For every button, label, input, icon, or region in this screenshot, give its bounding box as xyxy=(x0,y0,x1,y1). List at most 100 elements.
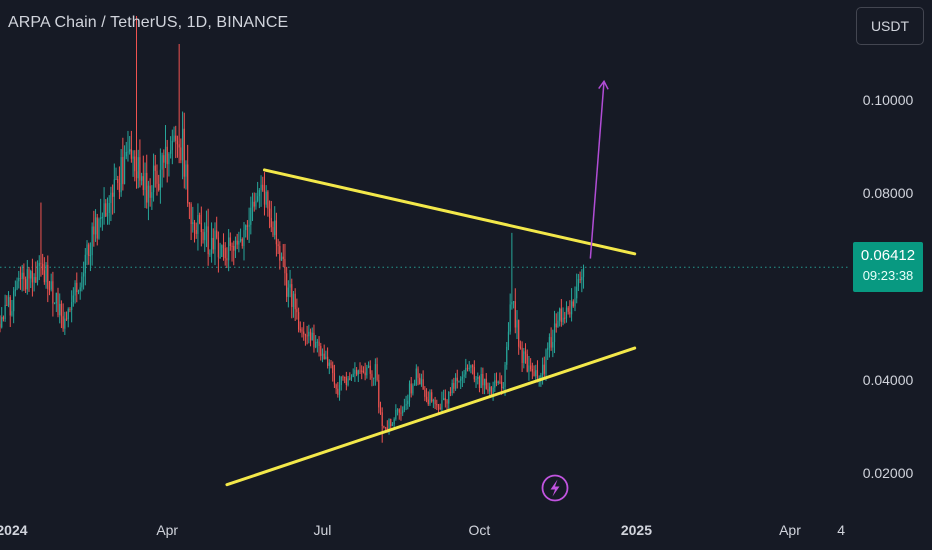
time-axis[interactable]: 2024 Apr Jul Oct 2025 Apr 4 xyxy=(0,522,845,538)
candle-body xyxy=(212,237,214,250)
candle-body xyxy=(320,346,322,356)
candle-body xyxy=(23,272,25,280)
candle-body xyxy=(309,331,312,341)
candle-body xyxy=(287,287,289,297)
candle-body xyxy=(248,224,250,227)
candle-body xyxy=(562,317,564,322)
candle-body xyxy=(555,323,557,328)
candle-body xyxy=(439,407,441,410)
candle-body xyxy=(576,286,578,299)
candle-body xyxy=(296,309,298,313)
candle-body xyxy=(347,378,349,386)
candle-body xyxy=(62,316,64,329)
candle-body xyxy=(229,237,231,246)
candle-body xyxy=(374,364,376,378)
candle-body xyxy=(205,226,208,233)
candle-body xyxy=(130,149,132,159)
candle-body xyxy=(284,258,286,274)
candle-body xyxy=(267,191,269,209)
candle-body xyxy=(110,192,112,203)
candle-body xyxy=(333,373,336,385)
candle-body xyxy=(279,246,281,261)
candle-body xyxy=(118,182,121,193)
candle-body xyxy=(277,244,279,247)
candle-body xyxy=(541,364,544,376)
candle-body xyxy=(371,373,373,379)
candle-body xyxy=(151,192,153,198)
candle-body xyxy=(120,157,122,193)
x-tick-label: Apr xyxy=(779,522,801,538)
candle-body xyxy=(385,427,387,429)
candle-body xyxy=(313,332,315,348)
candle-body xyxy=(460,378,462,381)
candle-body xyxy=(1,317,3,328)
candle-body xyxy=(149,185,151,198)
y-tick-label: 0.02000 xyxy=(863,465,914,481)
candle-body xyxy=(86,244,88,255)
candle-body xyxy=(361,370,363,372)
drawings-layer[interactable] xyxy=(225,79,637,487)
candle-body xyxy=(518,320,520,347)
candle-body xyxy=(125,152,127,157)
candle-body xyxy=(210,237,213,254)
y-tick-label: 0.08000 xyxy=(863,185,914,201)
candle-body xyxy=(523,351,525,363)
lightning-icon[interactable] xyxy=(541,474,569,502)
upper-resistance-trendline[interactable] xyxy=(262,168,637,256)
candle-body xyxy=(48,288,51,290)
candle-body xyxy=(366,367,368,376)
candle-body xyxy=(40,262,42,264)
candle-body xyxy=(407,400,409,405)
candle-body xyxy=(512,301,515,303)
lower-support-trendline[interactable] xyxy=(225,346,637,487)
candle-body xyxy=(209,253,211,255)
candle-body xyxy=(463,374,465,377)
candle-body xyxy=(345,377,347,386)
candle-body xyxy=(466,367,469,369)
candle-body xyxy=(14,289,16,292)
candle-body xyxy=(350,376,353,379)
candle-body xyxy=(509,304,511,332)
candle-body xyxy=(364,372,366,376)
y-tick-label: 0.10000 xyxy=(863,92,914,108)
candle-body xyxy=(579,279,581,281)
candle-body xyxy=(398,409,400,413)
candle-body xyxy=(574,298,576,307)
candle-body xyxy=(533,371,535,377)
candle-body xyxy=(354,369,356,374)
candle-body xyxy=(299,329,301,331)
candle-body xyxy=(57,292,59,316)
candle-body xyxy=(468,367,470,369)
candle-body xyxy=(473,367,475,380)
candle-body xyxy=(436,404,438,406)
candle-body xyxy=(204,232,206,241)
candle-body xyxy=(552,342,554,348)
candle-body xyxy=(147,185,150,203)
candle-body xyxy=(137,157,139,179)
candle-body xyxy=(13,291,15,312)
candle-body xyxy=(441,400,443,410)
price-axis[interactable]: 0.10000 0.08000 0.04000 0.02000 xyxy=(863,92,914,481)
candle-body xyxy=(553,323,556,343)
candle-body xyxy=(77,291,80,293)
candle-body xyxy=(139,157,141,181)
candle-body xyxy=(129,149,131,152)
candle-body xyxy=(485,378,487,389)
currency-button[interactable]: USDT xyxy=(856,7,924,45)
candle-body xyxy=(113,179,115,197)
candle-body xyxy=(250,207,252,225)
candle-body xyxy=(69,308,71,311)
candle-body xyxy=(456,377,458,382)
last-price-badge: 0.06412 09:23:38 xyxy=(853,242,923,292)
breakout-projection-arrow[interactable] xyxy=(589,79,609,259)
candle-body xyxy=(327,356,329,366)
candle-body xyxy=(36,265,39,283)
candle-body xyxy=(410,383,412,394)
candle-body xyxy=(258,190,260,197)
candle-body xyxy=(38,262,40,266)
candle-body xyxy=(301,329,303,332)
candle-body xyxy=(216,230,218,238)
candle-body xyxy=(367,365,370,368)
